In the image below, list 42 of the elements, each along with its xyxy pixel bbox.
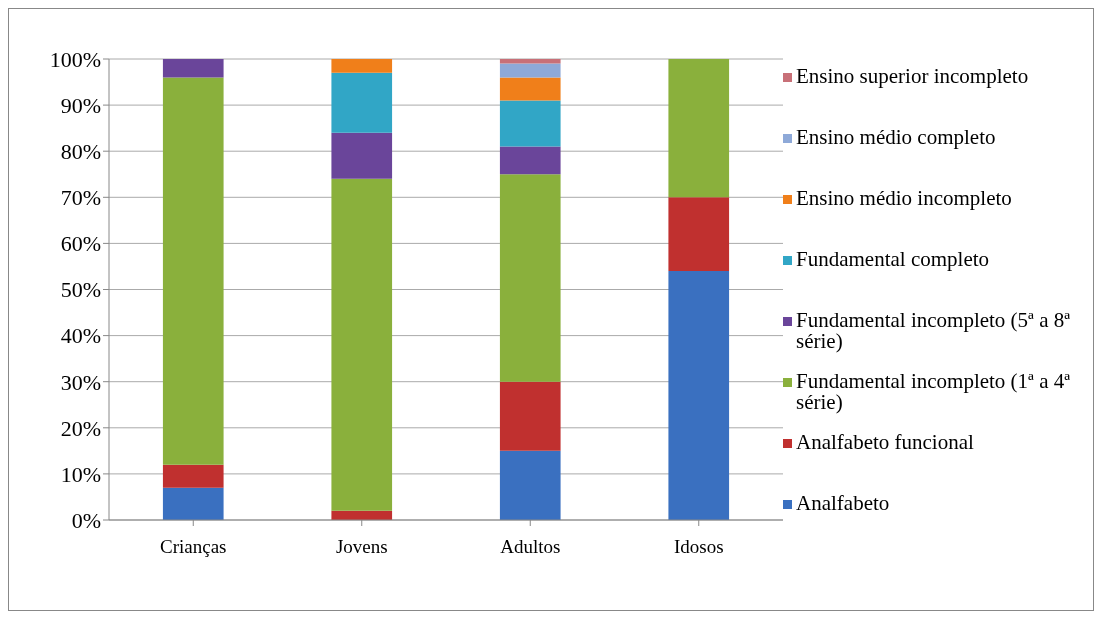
legend-label: Ensino médio completo [796, 124, 996, 149]
bar [331, 72, 393, 133]
x-tick-label: Crianças [160, 536, 227, 558]
bar [162, 487, 224, 520]
y-tick-label: 40% [60, 323, 101, 349]
y-tick-label: 60% [60, 231, 101, 257]
legend-label: Fundamental completo [796, 246, 990, 271]
legend-label: Fundamental incompleto (1ª a 4ª série) [796, 368, 1072, 414]
legend-label: Ensino superior incompleto [796, 63, 1029, 88]
y-tick-label: 30% [60, 369, 101, 395]
bar [162, 464, 224, 488]
y-tick-label: 50% [60, 277, 101, 303]
bar [499, 59, 561, 64]
x-tick-label: Jovens [335, 536, 388, 558]
y-tick-label: 100% [49, 46, 101, 72]
y-tick-label: 90% [60, 92, 101, 118]
legend-label: Analfabeto funcional [796, 429, 974, 454]
bar [331, 178, 393, 511]
bar [499, 100, 561, 147]
bar [668, 197, 730, 272]
y-tick-label: 10% [60, 461, 101, 487]
legend-label: Fundamental incompleto (5ª a 8ª série) [796, 307, 1072, 353]
bar [499, 174, 561, 382]
bar [668, 271, 730, 520]
bar [668, 59, 730, 198]
bar [162, 77, 224, 465]
bar [331, 59, 393, 73]
bar [499, 77, 561, 101]
legend-label: Analfabeto [796, 490, 890, 515]
y-tick-label: 80% [60, 139, 101, 165]
y-tick-label: 0% [71, 507, 101, 533]
y-tick-label: 70% [60, 185, 101, 211]
x-tick-label: Idosos [673, 536, 724, 558]
x-tick-label: Adultos [500, 536, 561, 558]
bar [499, 146, 561, 175]
y-tick-label: 20% [60, 415, 101, 441]
bar [499, 381, 561, 451]
bar [499, 450, 561, 520]
bar [499, 63, 561, 78]
bar [331, 132, 393, 179]
bar [162, 59, 224, 78]
legend-label: Ensino médio incompleto [796, 185, 1012, 210]
